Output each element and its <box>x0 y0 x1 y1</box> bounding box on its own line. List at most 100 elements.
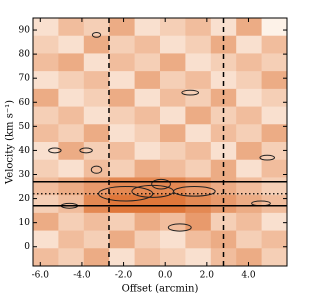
cell <box>160 142 186 161</box>
cell <box>58 106 85 125</box>
cell <box>236 124 263 143</box>
cell <box>185 18 212 37</box>
cell <box>185 124 212 143</box>
cell <box>185 159 212 178</box>
cell <box>261 106 288 125</box>
cell <box>109 212 136 232</box>
cell <box>210 88 237 108</box>
cell <box>261 18 288 37</box>
cell <box>83 177 110 196</box>
cell <box>185 71 212 90</box>
cell <box>236 142 263 161</box>
cell <box>210 195 237 214</box>
cell <box>58 18 85 37</box>
contour <box>90 165 103 174</box>
cell <box>83 53 110 72</box>
cell <box>83 159 110 178</box>
cell <box>109 230 136 249</box>
cell <box>33 248 59 267</box>
cell <box>109 53 136 72</box>
cell <box>109 35 136 54</box>
cell <box>185 106 212 125</box>
cell <box>236 71 263 90</box>
y-tick-label: 20 <box>19 194 31 204</box>
cell <box>160 35 186 54</box>
cell <box>210 248 237 267</box>
x-tick-label: 0.0 <box>158 271 173 281</box>
y-tick-label: 80 <box>19 50 31 60</box>
contour <box>151 178 171 190</box>
cell <box>58 142 85 161</box>
cell <box>83 195 110 214</box>
cell <box>236 177 263 196</box>
contour <box>91 31 102 38</box>
cell <box>236 35 263 54</box>
y-tick-label: 40 <box>19 146 31 156</box>
cell <box>134 71 161 90</box>
cell <box>236 88 263 108</box>
cell <box>134 88 161 108</box>
cell <box>109 195 136 214</box>
cell <box>33 195 59 214</box>
cell <box>261 212 288 232</box>
cell <box>33 212 59 232</box>
cell <box>160 18 186 37</box>
cell <box>261 159 288 178</box>
cell <box>160 248 186 267</box>
cell <box>185 195 212 214</box>
cell <box>236 230 263 249</box>
y-tick-label: 60 <box>19 98 31 108</box>
cell <box>33 35 59 54</box>
y-tick-label: 0 <box>24 242 30 252</box>
cell <box>33 177 59 196</box>
cell <box>83 248 110 267</box>
cell <box>134 53 161 72</box>
cell <box>83 35 110 54</box>
y-tick-label: 50 <box>19 122 31 132</box>
cell <box>210 124 237 143</box>
cell <box>134 212 161 232</box>
cell <box>210 106 237 125</box>
cell <box>109 159 136 178</box>
cell <box>83 106 110 125</box>
contour <box>173 186 216 197</box>
contour <box>98 186 154 202</box>
cell <box>58 124 85 143</box>
cell <box>185 230 212 249</box>
cell <box>33 106 59 125</box>
cell <box>261 248 288 267</box>
cell <box>58 159 85 178</box>
cell <box>236 18 263 37</box>
y-tick-label: 30 <box>19 170 31 180</box>
cell <box>58 53 85 72</box>
cell <box>109 124 136 143</box>
cell <box>83 88 110 108</box>
cell <box>210 159 237 178</box>
cell <box>58 230 85 249</box>
cell <box>33 124 59 143</box>
x-tick-label: 2.0 <box>200 271 215 281</box>
cell <box>185 53 212 72</box>
cell <box>185 248 212 267</box>
cell <box>210 212 237 232</box>
cell <box>58 212 85 232</box>
cell <box>210 230 237 249</box>
cell <box>109 88 136 108</box>
cell <box>33 18 59 37</box>
cell <box>109 106 136 125</box>
cell <box>160 88 186 108</box>
x-tick-label: 4.0 <box>241 271 256 281</box>
cell <box>109 71 136 90</box>
x-tick-label: -6.0 <box>32 271 50 281</box>
cell <box>261 177 288 196</box>
cell <box>160 124 186 143</box>
cell <box>261 230 288 249</box>
cell <box>83 18 110 37</box>
cell <box>83 124 110 143</box>
y-tick-label: 10 <box>19 218 31 228</box>
cell <box>160 195 186 214</box>
cell <box>134 248 161 267</box>
cell <box>33 88 59 108</box>
cell <box>261 71 288 90</box>
cell <box>236 248 263 267</box>
